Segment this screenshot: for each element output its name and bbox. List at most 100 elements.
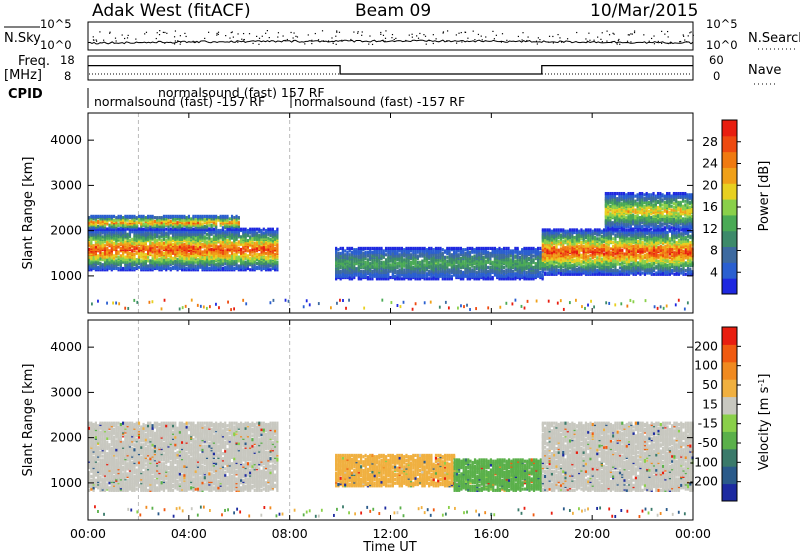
nsearch-point [384,40,386,42]
cpid-row1-label: normalsound (fast) 157 RF [158,85,325,100]
echo-cell [115,233,118,238]
echo-cell [221,226,225,230]
echo-cell [151,250,154,254]
echo-cell [466,246,469,251]
nsearch-point [252,42,254,45]
echo-cell [99,244,102,248]
echo-cell [217,235,220,239]
echo-cell [151,264,154,268]
echo-cell [489,246,492,251]
echo-cell [169,266,172,271]
echo-cell [217,216,220,220]
echo-cell [518,255,522,259]
echo-cell [366,275,370,280]
echo-cell [212,237,215,241]
nsearch-point [99,31,101,33]
echo-cell [146,235,150,239]
echo-cell [156,245,159,249]
nsearch-point [650,37,653,40]
echo-cell [255,261,259,266]
nsearch-point [461,41,463,43]
nsearch-point [277,36,279,38]
nsearch-point [472,30,474,32]
nsearch-point [166,32,168,34]
echo-cell [251,254,254,258]
nsearch-point [618,38,620,41]
nsearch-point [369,35,371,37]
echo-cell [117,255,120,259]
echo-cell [539,246,542,251]
echo-cell [446,246,449,251]
echo-cell [137,255,141,259]
echo-cell [230,254,234,258]
echo-cell [162,258,166,262]
echo-cell [384,253,388,257]
nsearch-point [159,30,161,32]
cpid-row2b-label: normalsound (fast) -157 RF [294,94,465,109]
nsearch-point [208,31,210,33]
nsearch-point [425,43,427,45]
nsearch-point [548,35,551,37]
nsearch-point [552,42,554,44]
nsearch-point [557,33,559,36]
echo-cell [450,274,453,278]
echo-cell [144,252,147,257]
echo-cell [140,245,143,249]
echo-cell [192,258,195,262]
echo-cell [171,239,175,243]
echo-cell [160,245,163,249]
echo-cell [364,250,367,254]
nsearch-point [109,32,111,34]
echo-cell [117,266,120,271]
echo-cell [525,270,528,275]
echo-cell [137,214,141,218]
nsearch-point [689,32,691,34]
echo-cell [224,230,227,234]
echo-cell [117,235,120,239]
echo-cell [255,231,259,235]
echo-cell [221,240,225,244]
nsearch-point [248,33,251,35]
echo-cell [530,246,533,251]
echo-cell [135,258,138,262]
nsearch-point [321,30,324,32]
echo-cell [149,239,152,243]
echo-cell [455,246,458,251]
echo-cell [514,272,517,276]
echo-cell [403,268,406,272]
echo-cell [502,246,506,251]
nsearch-point [423,34,425,36]
echo-cell [108,261,111,266]
echo-cell [439,246,442,251]
echo-cell [235,263,238,267]
echo-cell [108,231,111,235]
nsearch-point [304,43,306,45]
echo-cell [128,214,132,218]
nsearch-point [667,42,669,44]
nsearch-point [522,32,524,34]
echo-cell [505,268,508,272]
echo-cell [140,254,143,258]
echo-cell [251,227,254,231]
echo-cell [135,244,138,248]
nsearch-point [559,37,561,39]
echo-cell [108,249,111,253]
echo-cell [502,265,506,270]
nsearch-point [666,30,669,33]
echo-cell [153,216,156,220]
echo-cell [149,251,152,255]
echo-cell [364,260,367,264]
echo-cell [160,216,163,220]
echo-cell [269,259,272,263]
echo-cell [149,259,152,263]
echo-cell [443,249,447,253]
echo-cell [448,246,451,251]
echo-cell [133,266,136,271]
nsearch-point [164,31,166,34]
echo-cell [532,246,535,251]
echo-cell [97,254,100,258]
echo-cell [185,246,188,250]
echo-cell [99,261,102,266]
nsearch-point [395,37,397,40]
echo-cell [131,249,134,253]
